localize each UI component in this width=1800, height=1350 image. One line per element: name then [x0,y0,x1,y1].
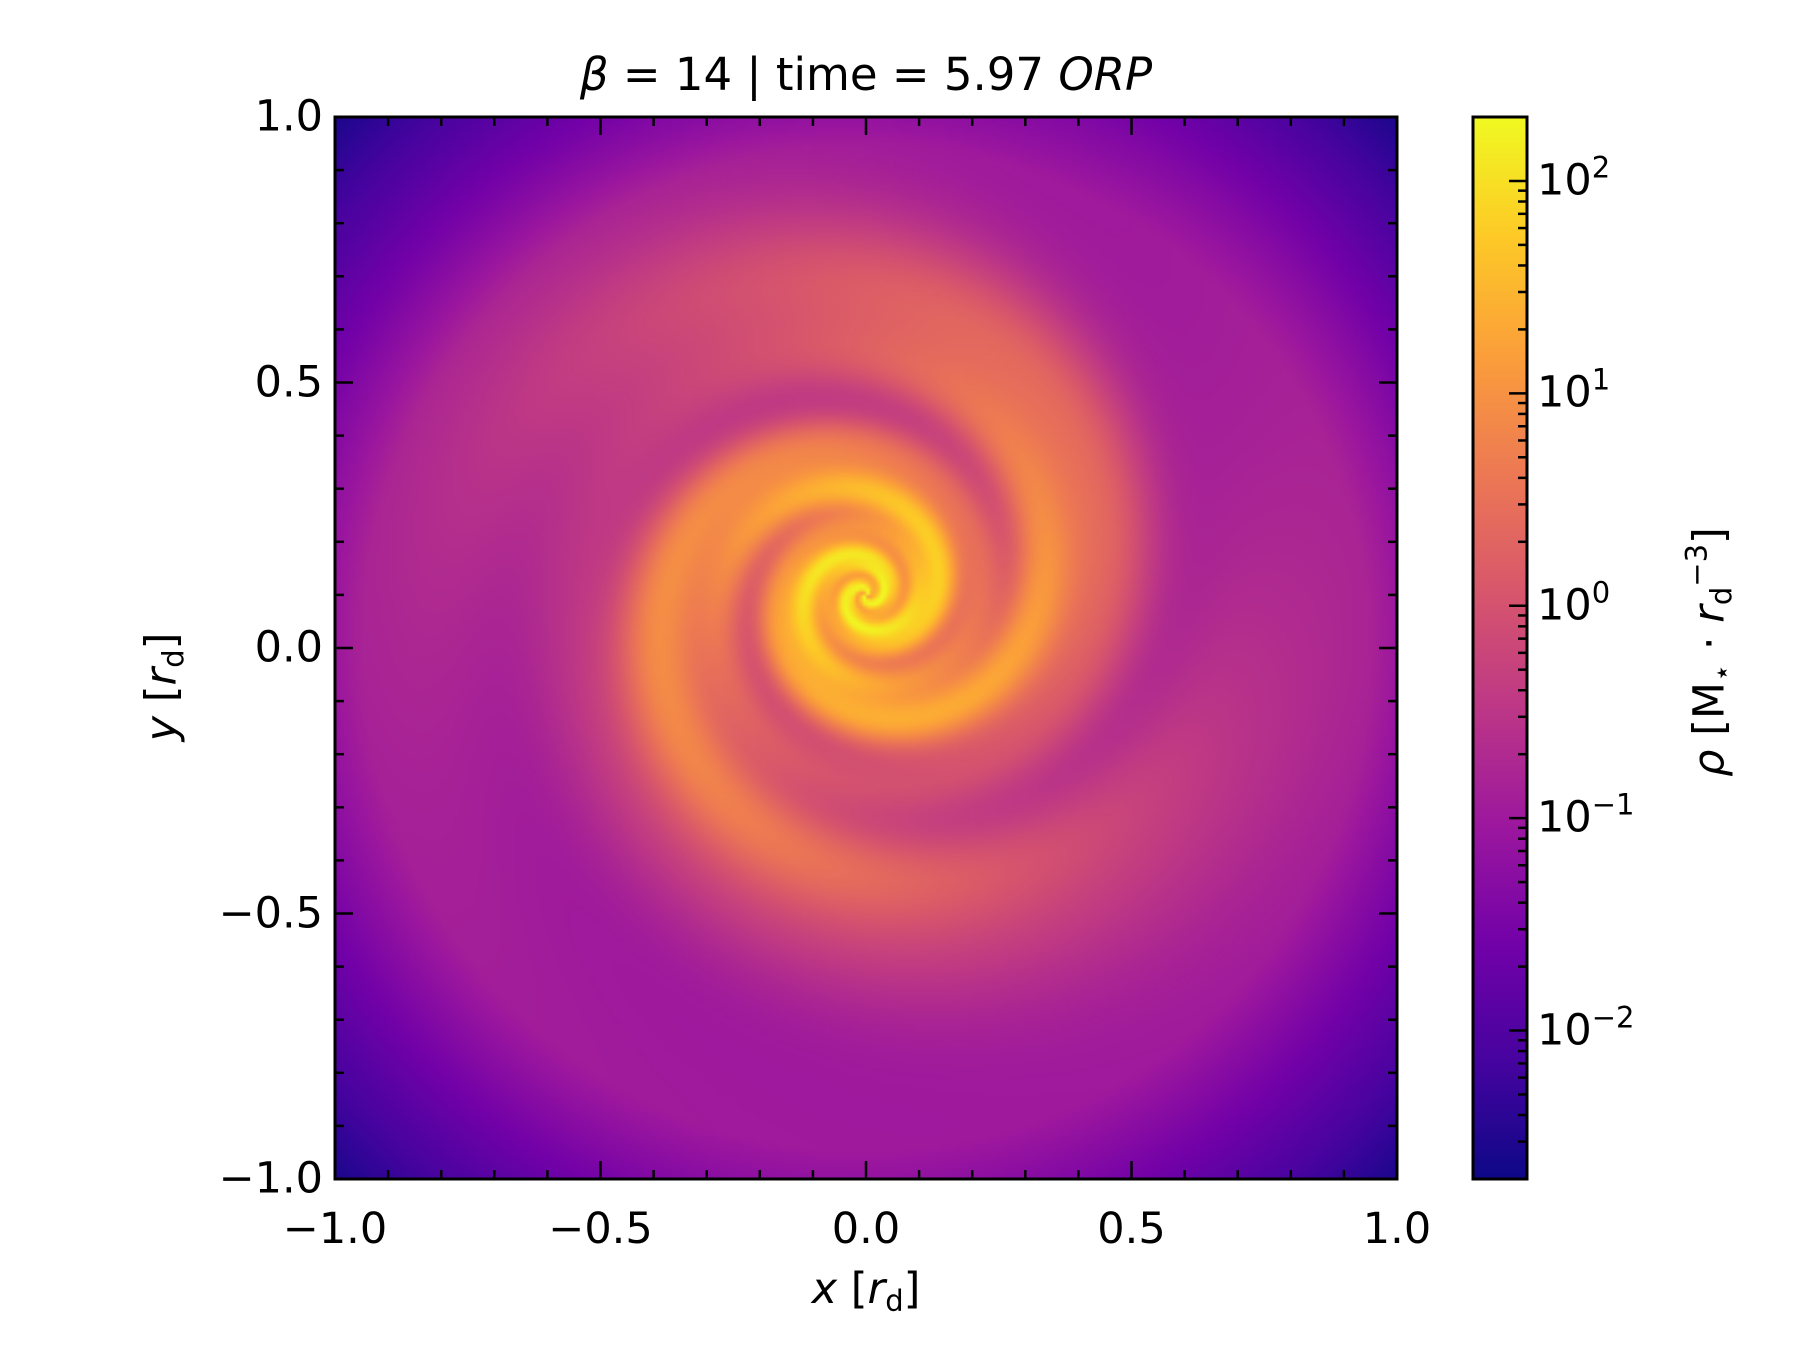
title-text: = 14 | time = 5.97 [608,48,1059,101]
colorbar [1473,117,1527,1179]
y-axis-unit: r [136,667,187,686]
colorbar-frame [1471,115,1529,1181]
y-axis-close: ] [136,632,187,650]
title-unit: ORP [1058,48,1153,101]
x-axis-close: ] [903,1264,921,1314]
colorbar-label-dot: · [1684,622,1735,664]
x-tick-label: 0.0 [831,1204,901,1254]
colorbar-label-sub: d [1704,586,1739,606]
x-axis-var: x [811,1264,838,1314]
colorbar-tick-label: 100 [1537,575,1611,631]
y-tick-label: 0.0 [254,622,323,673]
colorbar-tick-label: 101 [1537,362,1611,418]
colorbar-ticks [1509,115,1527,1181]
y-tick-label: 1.0 [254,91,323,142]
colorbar-tick-label: 10−1 [1537,787,1635,843]
colorbar-tick-label: 10−2 [1537,1000,1635,1056]
y-axis-var: y [136,715,187,742]
y-axis-label: y [rd] [137,633,191,742]
title-beta-symbol: β [579,48,609,101]
x-axis-unit: r [867,1264,886,1314]
axis-ticks [333,115,1399,1181]
colorbar-label: ρ [M⋆ · rd−3] [1680,527,1739,777]
y-axis-sub: d [156,649,191,668]
colorbar-label-open: [M [1684,681,1735,750]
x-tick-label: −0.5 [548,1204,653,1254]
x-tick-label: 0.5 [1097,1204,1166,1254]
y-axis-open: [ [136,685,187,716]
y-tick-label: −1.0 [218,1153,323,1204]
y-tick-label: 0.5 [254,357,323,407]
colorbar-label-sup: −3 [1679,543,1714,587]
x-tick-label: −1.0 [282,1204,388,1254]
colorbar-label-star: ⋆ [1704,663,1739,682]
x-axis-sub: d [885,1284,904,1318]
y-tick-label: −0.5 [218,888,323,938]
density-heatmap [335,117,1397,1179]
colorbar-rho: ρ [1684,749,1735,777]
x-axis-label: x [rd] [812,1268,921,1316]
colorbar-tick-label: 102 [1537,150,1611,206]
x-axis-open: [ [837,1264,868,1314]
chart-title: β = 14 | time = 5.97 ORP [580,52,1152,97]
colorbar-label-unit: r [1684,605,1735,623]
x-tick-label: 1.0 [1362,1204,1432,1254]
colorbar-label-close: ] [1684,527,1735,544]
